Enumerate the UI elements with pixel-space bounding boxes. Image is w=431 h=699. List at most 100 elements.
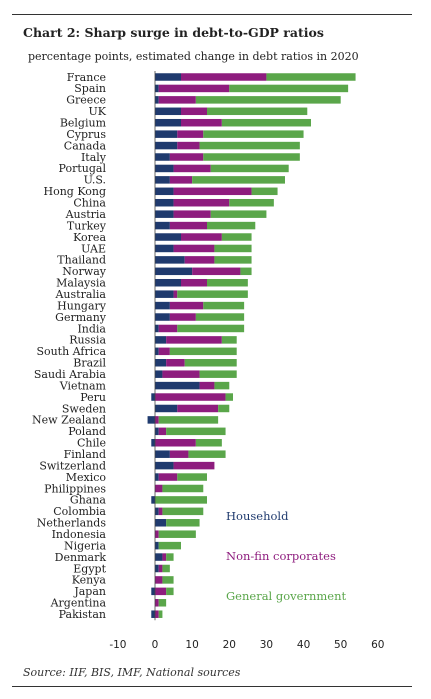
bar-brazil-non-fin-corporates bbox=[166, 359, 185, 367]
bar-denmark-non-fin-corporates bbox=[162, 553, 167, 561]
bar-japan-household bbox=[151, 587, 155, 596]
category-label-japan: Japan bbox=[73, 585, 106, 598]
bar-india-household bbox=[155, 324, 159, 333]
x-tick-label: 40 bbox=[297, 639, 310, 651]
bar-spain-household bbox=[155, 84, 159, 93]
category-label-sweden: Sweden bbox=[62, 402, 106, 415]
bottom-rule bbox=[12, 686, 412, 687]
category-label-vietnam: Vietnam bbox=[59, 379, 107, 392]
bar-poland-general-government bbox=[166, 427, 226, 436]
bar-austria-household bbox=[155, 210, 174, 218]
bar-hungary-general-government bbox=[203, 301, 245, 310]
bar-new-zealand-household bbox=[147, 416, 155, 424]
bar-norway-non-fin-corporates bbox=[192, 267, 241, 276]
bar-japan-non-fin-corporates bbox=[155, 587, 167, 596]
bar-belgium-general-government bbox=[221, 118, 311, 127]
category-label-brazil: Brazil bbox=[73, 357, 106, 370]
bar-indonesia-general-government bbox=[158, 530, 196, 538]
x-tick-label: 0 bbox=[152, 639, 159, 651]
x-tick-label: 50 bbox=[334, 639, 347, 651]
category-label-india: India bbox=[77, 322, 106, 335]
bar-netherlands-general-government bbox=[166, 519, 200, 527]
bar-hungary-household bbox=[155, 301, 170, 310]
category-label-kenya: Kenya bbox=[72, 574, 107, 587]
bar-thailand-general-government bbox=[214, 256, 252, 264]
category-label-poland: Poland bbox=[68, 425, 106, 438]
bar-egypt-non-fin-corporates bbox=[158, 564, 163, 573]
bar-portugal-non-fin-corporates bbox=[173, 164, 211, 173]
bar-argentina-general-government bbox=[158, 599, 167, 607]
category-label-russia: Russia bbox=[69, 334, 106, 347]
bar-germany-non-fin-corporates bbox=[169, 313, 196, 321]
category-label-new-zealand: New Zealand bbox=[32, 414, 106, 427]
bar-vietnam-non-fin-corporates bbox=[199, 381, 215, 390]
bar-china-general-government bbox=[229, 198, 274, 207]
bar-austria-non-fin-corporates bbox=[173, 210, 211, 218]
bar-denmark-household bbox=[155, 553, 163, 561]
bar-thailand-household bbox=[155, 256, 185, 264]
bar-netherlands-household bbox=[155, 519, 167, 527]
category-label-belgium: Belgium bbox=[60, 117, 107, 130]
bar-egypt-general-government bbox=[162, 564, 170, 573]
bar-korea-non-fin-corporates bbox=[181, 233, 222, 241]
bar-peru-non-fin-corporates bbox=[155, 393, 226, 401]
bar-poland-household bbox=[155, 427, 159, 436]
category-label-u-s: U.S. bbox=[84, 174, 106, 187]
bar-china-non-fin-corporates bbox=[173, 198, 230, 207]
bar-colombia-general-government bbox=[162, 507, 204, 516]
bar-finland-household bbox=[155, 450, 170, 458]
bar-china-household bbox=[155, 198, 174, 207]
bar-new-zealand-non-fin-corporates bbox=[155, 416, 159, 424]
category-label-france: France bbox=[67, 71, 106, 84]
bar-turkey-non-fin-corporates bbox=[169, 221, 207, 230]
bar-saudi-arabia-general-government bbox=[199, 370, 237, 378]
bar-uae-household bbox=[155, 244, 174, 253]
category-label-switzerland: Switzerland bbox=[39, 459, 106, 472]
top-rule bbox=[12, 14, 412, 15]
bar-colombia-non-fin-corporates bbox=[158, 507, 163, 516]
bar-saudi-arabia-household bbox=[155, 370, 163, 378]
bar-denmark-general-government bbox=[166, 553, 174, 561]
bar-france-household bbox=[155, 73, 181, 81]
chart-title: Chart 2: Sharp surge in debt-to-GDP rati… bbox=[23, 25, 324, 40]
category-label-colombia: Colombia bbox=[53, 505, 106, 518]
bar-cyprus-non-fin-corporates bbox=[177, 130, 204, 138]
bar-uae-non-fin-corporates bbox=[173, 244, 215, 253]
bar-ghana-general-government bbox=[155, 496, 207, 504]
bar-kenya-non-fin-corporates bbox=[155, 576, 163, 584]
category-label-netherlands: Netherlands bbox=[37, 517, 107, 530]
bar-norway-household bbox=[155, 267, 193, 276]
category-label-thailand: Thailand bbox=[57, 254, 106, 267]
category-label-pakistan: Pakistan bbox=[59, 608, 106, 621]
bar-brazil-general-government bbox=[184, 359, 237, 367]
bar-russia-household bbox=[155, 336, 167, 344]
bar-germany-household bbox=[155, 313, 170, 321]
x-tick-label: 30 bbox=[260, 639, 273, 651]
bar-switzerland-non-fin-corporates bbox=[173, 461, 215, 470]
bar-india-general-government bbox=[177, 324, 245, 333]
bar-korea-general-government bbox=[221, 233, 252, 241]
bar-uae-general-government bbox=[214, 244, 252, 253]
bar-chile-household bbox=[151, 439, 155, 447]
bar-france-general-government bbox=[266, 73, 356, 81]
category-label-norway: Norway bbox=[62, 265, 106, 278]
bar-greece-non-fin-corporates bbox=[158, 96, 196, 104]
bar-austria-general-government bbox=[210, 210, 267, 218]
bar-peru-general-government bbox=[225, 393, 233, 401]
category-label-saudi-arabia: Saudi Arabia bbox=[34, 368, 107, 381]
bar-philippines-general-government bbox=[162, 484, 204, 493]
bar-sweden-general-government bbox=[218, 404, 230, 413]
bar-chile-non-fin-corporates bbox=[155, 439, 196, 447]
bar-finland-general-government bbox=[188, 450, 226, 458]
legend: Household Non-fin corporates General gover… bbox=[226, 509, 346, 603]
bar-russia-non-fin-corporates bbox=[166, 336, 222, 344]
bar-italy-non-fin-corporates bbox=[169, 153, 204, 161]
bar-spain-general-government bbox=[229, 84, 349, 93]
bar-poland-non-fin-corporates bbox=[158, 427, 167, 436]
bar-new-zealand-general-government bbox=[158, 416, 219, 424]
x-tick-labels: -10 0 10 20 30 40 50 60 bbox=[109, 639, 384, 651]
category-label-hong-kong: Hong Kong bbox=[43, 185, 106, 198]
bar-finland-non-fin-corporates bbox=[169, 450, 189, 458]
